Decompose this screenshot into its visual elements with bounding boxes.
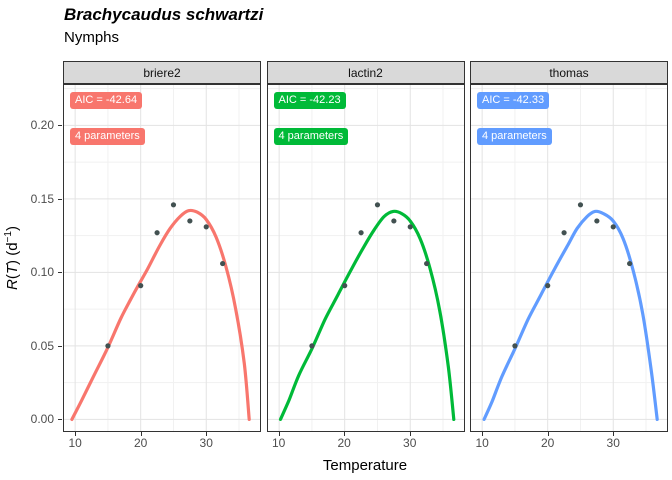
params-label: 4 parameters [273,127,349,145]
facet-panel-svg [64,85,260,431]
y-tick-label: 0.20 [30,118,54,133]
facet-lactin2: lactin2 AIC = -42.23 4 parameters 10 20 30 [266,61,465,450]
data-point [203,224,209,230]
facet-panel: AIC = -42.23 4 parameters [266,84,465,432]
y-title-close: ) [4,259,21,265]
x-tick-mark [613,432,615,436]
x-tick-label: 10 [68,436,82,450]
data-point [561,230,567,236]
data-point [220,260,226,267]
x-tick-mark [140,432,142,436]
x-tick-label: 10 [271,436,286,450]
fit-curve [278,209,455,421]
x-tick-mark [344,432,346,436]
fit-curve [70,208,251,421]
data-point [627,260,633,267]
y-tick-mark [58,272,62,274]
data-point [154,230,160,236]
data-point [577,202,584,208]
y-axis-title: R(T) (d−1) [3,198,25,318]
params-label: 4 parameters [477,127,552,145]
facet-strip-label: briere2 [143,65,181,80]
data-point [374,202,380,208]
y-tick-mark [58,198,62,200]
x-tick-mark [278,432,280,436]
y-tick-mark [58,345,62,347]
y-tick-label: 0.15 [30,191,54,206]
x-tick-label: 20 [337,436,351,450]
y-tick-label: 0.05 [30,338,54,353]
data-point [594,218,600,224]
facet-strip: lactin2 [266,61,465,84]
data-point [512,343,518,349]
x-tick-mark [206,432,208,436]
data-point [357,230,364,236]
data-point [170,202,177,208]
x-tick-label: 30 [199,436,213,450]
data-point [187,218,193,224]
x-axis-title: Temperature [322,457,408,474]
data-point [407,224,413,230]
params-label: 4 parameters [70,127,145,145]
plot-title: Brachycaudus schwartzi [64,5,264,24]
facet-strip: briere2 [63,61,261,84]
y-title-r: R [4,279,21,290]
fit-curve [482,209,659,421]
x-tick-label: 20 [541,436,555,450]
data-point [308,343,315,349]
aic-label: AIC = -42.33 [477,91,550,109]
facet-strip-label: thomas [549,65,589,80]
facet-briere2: briere2 AIC = -42.64 4 parameters 10 20 30 [63,61,261,450]
aic-label: AIC = -42.23 [273,91,346,109]
data-point [341,283,347,289]
y-title-unit-close: ) [4,226,21,232]
facet-panel: AIC = -42.33 4 parameters [470,84,668,432]
x-tick-mark [482,432,484,436]
data-point [610,224,616,230]
x-tick-mark [75,432,77,436]
y-title-sup: −1 [3,231,14,243]
y-tick-label: 0.00 [30,412,54,427]
facet-panel: AIC = -42.64 4 parameters [63,84,261,432]
facet-strip: thomas [470,61,668,84]
x-tick-label: 30 [403,436,417,450]
facet-panel-svg [471,85,667,431]
y-tick-mark [58,419,62,421]
x-tick-mark [547,432,549,436]
facet-thomas: thomas AIC = -42.33 4 parameters 10 20 30 [470,61,668,450]
plot-subtitle: Nymphs [64,29,120,46]
aic-label: AIC = -42.64 [70,91,143,109]
x-tick-mark [409,432,411,436]
facet-panel-svg [267,85,464,431]
data-point [423,260,429,267]
data-point [105,343,111,349]
data-point [390,218,396,224]
y-title-unit: (d [4,242,21,260]
x-tick-label: 10 [475,436,489,450]
y-tick-mark [58,125,62,127]
x-tick-label: 30 [606,436,620,450]
facet-strip-label: lactin2 [348,65,383,80]
data-point [545,283,551,289]
y-tick-label: 0.10 [30,265,54,280]
x-tick-label: 20 [134,436,148,450]
data-point [138,283,144,289]
